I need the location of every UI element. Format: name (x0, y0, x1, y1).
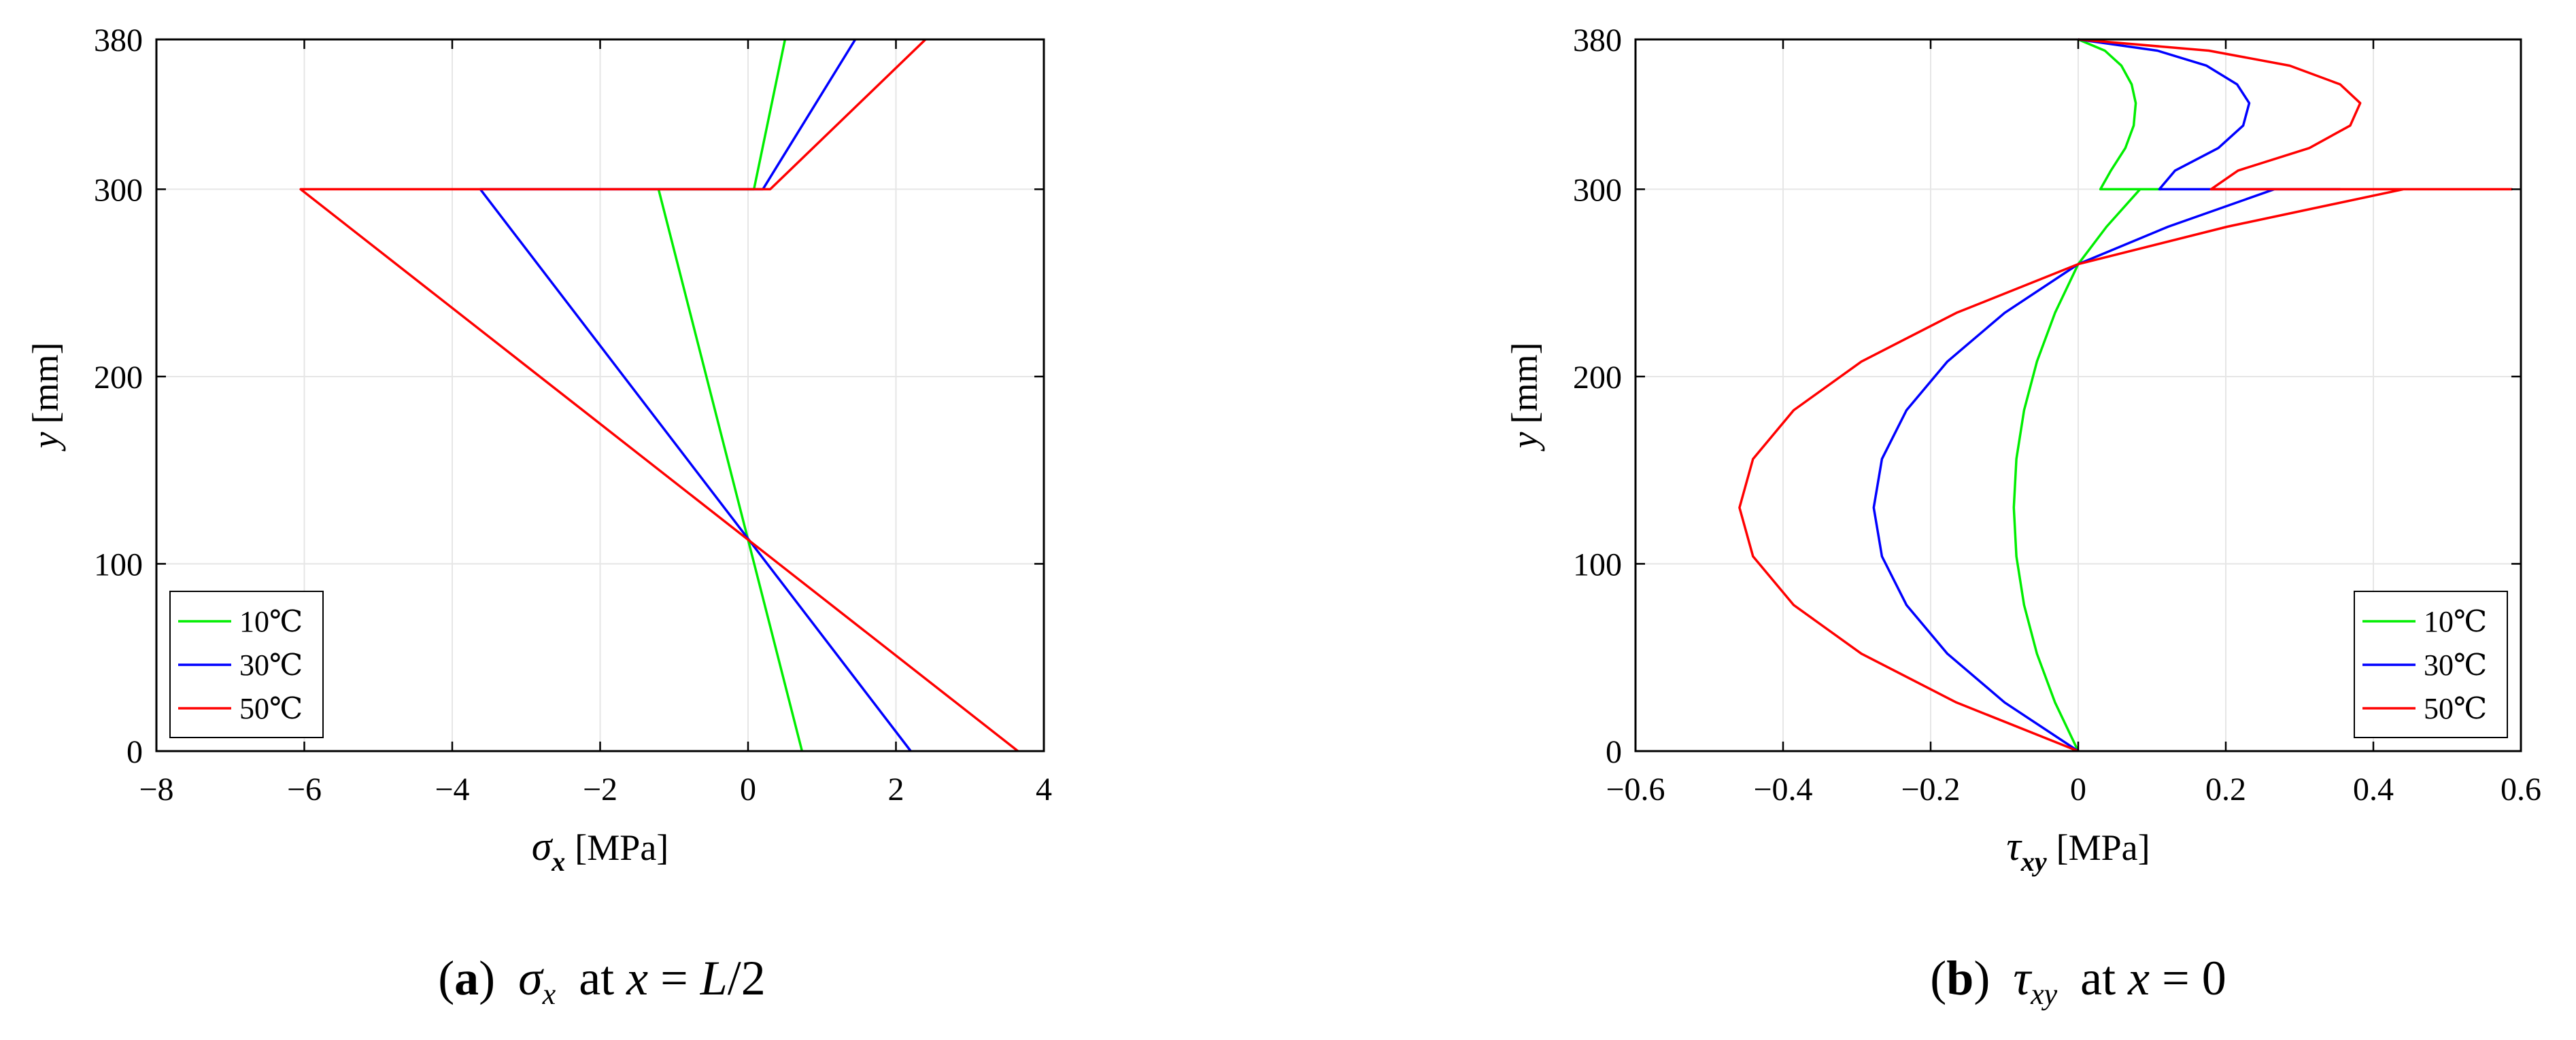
x-tick-label: −4 (435, 772, 469, 808)
figure-captions: (a) σx at x = L/2 (b) τxy at x = 0 (438, 951, 2226, 1011)
series-line-50c (1738, 38, 2513, 752)
x-axis-label: σx [MPa] (532, 824, 669, 877)
x-tick-label: −6 (287, 772, 322, 808)
y-tick-label: 0 (126, 734, 143, 770)
x-tick-label: 2 (888, 772, 904, 808)
x-tick-label: −2 (583, 772, 617, 808)
legend-label: 30℃ (239, 648, 303, 682)
legend-label: 50℃ (2424, 692, 2487, 725)
x-tick-label: 0 (2070, 772, 2086, 808)
figure-caption: (b) τxy at x = 0 (1930, 951, 2226, 1011)
legend-label: 50℃ (239, 692, 303, 725)
legend-label: 10℃ (239, 605, 303, 638)
y-tick-label: 100 (94, 547, 143, 583)
x-tick-label: −8 (139, 772, 173, 808)
x-tick-label: 0 (740, 772, 756, 808)
legend-label: 30℃ (2424, 648, 2487, 682)
y-tick-label: 380 (1573, 22, 1622, 58)
y-axis-label: y[mm] (25, 343, 66, 452)
y-tick-label: 300 (1573, 172, 1622, 208)
chart-panel-a: −8 −6 −4 −2 0 2 4 0 100 200 300 380 σx [MPa] y[mm] 10℃ 3… (25, 22, 1052, 877)
y-axis-label: y[mm] (1504, 343, 1545, 452)
x-tick-label: 0.2 (2205, 772, 2246, 808)
y-tick-label: 200 (94, 360, 143, 396)
x-tick-label: 4 (1036, 772, 1052, 808)
legend: 10℃ 30℃ 50℃ (2354, 591, 2508, 738)
y-tick-label: 200 (1573, 360, 1622, 396)
x-tick-label: −0.4 (1753, 772, 1812, 808)
legend-label: 10℃ (2424, 605, 2487, 638)
y-tick-label: 380 (94, 22, 143, 58)
series-line-10c (2012, 38, 2162, 752)
x-tick-label: −0.2 (1901, 772, 1960, 808)
figure-caption: (a) σx at x = L/2 (438, 951, 766, 1011)
chart-panel-b: −0.6 −0.4 −0.2 0 0.2 0.4 0.6 0 100 200 300 380 τxy [M… (1504, 22, 2541, 877)
x-tick-label: 0.6 (2501, 772, 2541, 808)
x-tick-label: −0.6 (1606, 772, 1665, 808)
x-tick-label: 0.4 (2353, 772, 2394, 808)
y-tick-label: 300 (94, 172, 143, 208)
y-tick-label: 100 (1573, 547, 1622, 583)
legend: 10℃ 30℃ 50℃ (169, 591, 324, 738)
series-line-30c (1872, 38, 2341, 752)
y-tick-label: 0 (1606, 734, 1622, 770)
x-axis-label: τxy [MPa] (2006, 824, 2150, 877)
series-line-50c (299, 38, 1019, 752)
